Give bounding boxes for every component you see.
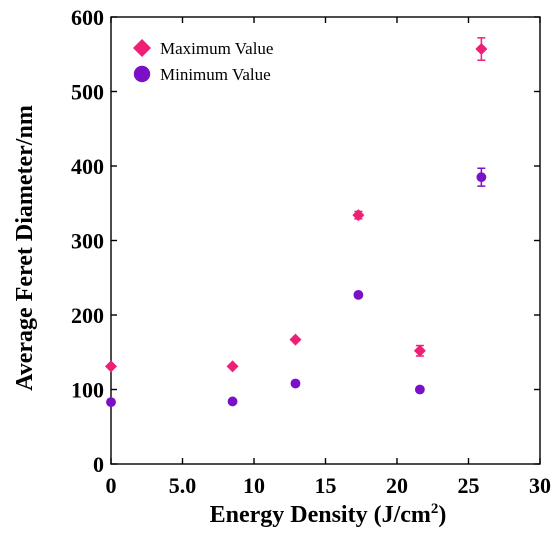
data-point <box>413 344 426 357</box>
legend: Maximum Value Minimum Value <box>133 39 273 84</box>
data-point <box>414 384 425 395</box>
data-point <box>227 396 238 407</box>
legend-label: Maximum Value <box>160 39 273 58</box>
legend-marker <box>133 39 151 57</box>
axes <box>110 16 541 465</box>
y-tick-label: 500 <box>71 80 104 105</box>
data-point <box>353 289 364 300</box>
data-point <box>352 209 365 222</box>
plot-frame <box>110 16 541 465</box>
x-axis-title-suffix: ) <box>438 502 446 528</box>
series-layer <box>105 37 488 408</box>
data-point <box>226 360 239 373</box>
y-axis-title: Average Feret Diameter/nm <box>12 105 38 391</box>
legend-label: Minimum Value <box>160 65 271 84</box>
legend-marker <box>133 65 151 83</box>
x-tick-label: 5.0 <box>169 473 197 498</box>
data-point <box>290 378 301 389</box>
series-diamond <box>105 37 488 373</box>
x-tick-label: 25 <box>458 473 480 498</box>
x-axis-title: Energy Density (J/cm2) <box>210 501 447 528</box>
x-tick-label: 30 <box>529 473 551 498</box>
data-point <box>289 333 302 346</box>
y-tick-label: 100 <box>71 378 104 403</box>
x-tick-label: 15 <box>315 473 337 498</box>
x-tick-label: 0 <box>106 473 117 498</box>
y-tick-label: 200 <box>71 303 104 328</box>
data-point <box>475 43 488 56</box>
y-tick-label: 300 <box>71 229 104 254</box>
data-point <box>476 172 487 183</box>
data-point <box>105 360 117 373</box>
x-axis-title-superscript: 2 <box>431 501 439 517</box>
x-tick-label: 20 <box>386 473 408 498</box>
y-tick-label: 600 <box>71 5 104 30</box>
y-tick-label: 400 <box>71 154 104 179</box>
data-point <box>106 397 116 408</box>
series-circle <box>106 167 487 408</box>
x-tick-label: 10 <box>243 473 265 498</box>
y-tick-label: 0 <box>93 452 104 477</box>
